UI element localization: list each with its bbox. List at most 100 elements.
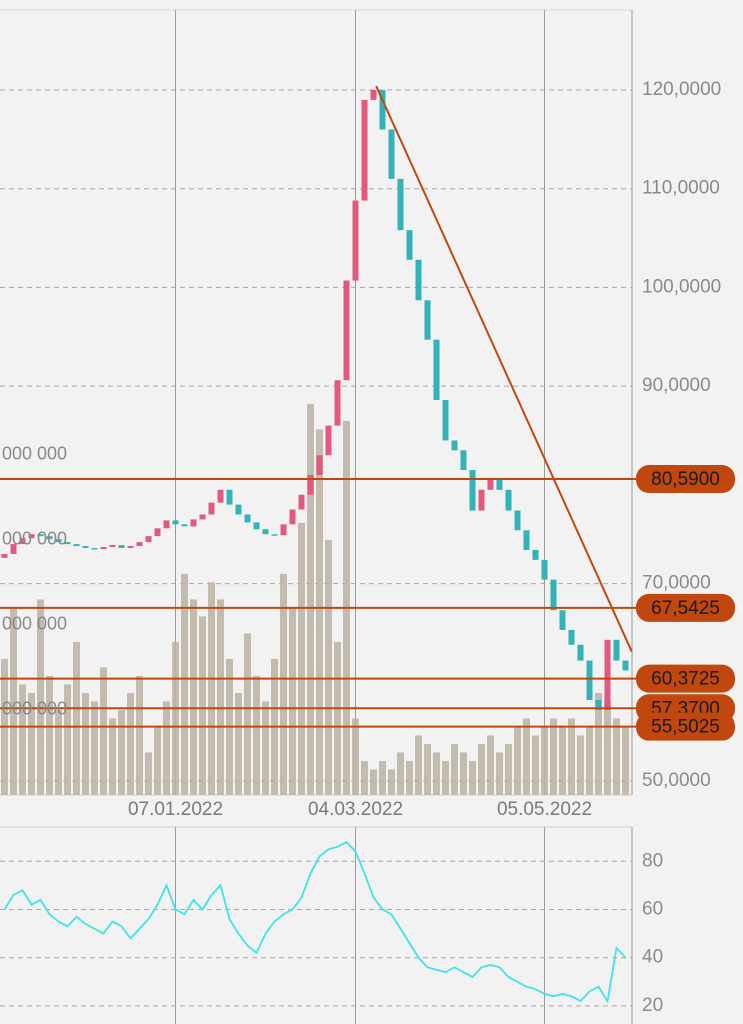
volume-bar — [172, 641, 179, 795]
candle-body — [136, 542, 143, 547]
candle-body — [217, 489, 224, 503]
volume-bar — [460, 752, 467, 795]
candle-body — [226, 489, 233, 505]
candle-body — [433, 339, 440, 400]
volume-bar — [91, 701, 98, 795]
candle-body — [586, 660, 593, 701]
candle-body — [514, 510, 521, 531]
candle-body — [532, 550, 539, 560]
volume-bar — [37, 599, 44, 795]
volume-bar — [118, 709, 125, 795]
candle-body — [235, 504, 242, 515]
volume-bar — [559, 726, 566, 795]
volume-bar — [190, 599, 197, 795]
candle-body — [289, 509, 296, 525]
candle-body — [181, 524, 188, 527]
volume-bar — [73, 641, 80, 795]
candle-body — [415, 259, 422, 301]
level-label: 55,5025 — [651, 717, 720, 738]
candle-body — [550, 579, 557, 611]
rsi-line — [3, 840, 627, 1004]
rsi — [3, 840, 627, 1004]
candle-body — [361, 99, 368, 201]
candle-body — [496, 479, 503, 490]
candle-body — [127, 546, 134, 549]
x-tick-label: 05.05.2022 — [497, 799, 592, 820]
volume-bar — [307, 403, 314, 795]
candle-body — [442, 399, 449, 441]
level-label: 60,3725 — [651, 669, 720, 690]
volume-bar — [433, 752, 440, 795]
level-label: 67,5425 — [651, 598, 720, 619]
labels: 120,0000 110,0000 100,0000 90,0000 70,0000 50… — [2, 79, 721, 1016]
candle-body — [244, 514, 251, 523]
volume-bar — [10, 607, 17, 795]
volume-bar — [217, 599, 224, 795]
candle-body — [172, 520, 179, 525]
candle-body — [487, 479, 494, 490]
y-tick-label: 60 — [642, 898, 663, 919]
y-tick-label: 90,0000 — [642, 375, 711, 396]
volume-bar — [595, 692, 602, 795]
volume-bar — [82, 692, 89, 795]
volume-bar — [406, 760, 413, 795]
candle-body — [505, 489, 512, 511]
volume-bar — [325, 539, 332, 795]
volume-bar — [253, 675, 260, 795]
volume-bar — [361, 760, 368, 795]
volume-bar — [163, 701, 170, 795]
candle-body — [82, 546, 89, 549]
candle-body — [262, 529, 269, 535]
candle-body — [91, 548, 98, 550]
candle-body — [595, 700, 602, 710]
candle-body — [46, 536, 53, 540]
candle-body — [325, 425, 332, 456]
y-tick-label: 70,0000 — [642, 573, 711, 594]
candle-body — [298, 494, 305, 510]
volume-bar — [154, 726, 161, 795]
candle-body — [406, 230, 413, 260]
volume-bar — [622, 726, 629, 795]
candle-body — [559, 610, 566, 630]
volume-bar — [550, 718, 557, 795]
x-tick-label: 07.01.2022 — [128, 799, 223, 820]
y-tick-label: 110,0000 — [642, 178, 720, 199]
volume-bar — [370, 769, 377, 795]
candle-body — [397, 178, 404, 231]
volume-bar — [388, 769, 395, 795]
volume-bar — [199, 616, 206, 795]
candle-body — [145, 536, 152, 543]
volume-bar — [469, 760, 476, 795]
candle-body — [208, 502, 215, 515]
candle-body — [541, 559, 548, 580]
candle-body — [307, 474, 314, 495]
candle-body — [604, 639, 611, 710]
candle-body — [163, 520, 170, 529]
volume-bar — [505, 743, 512, 795]
volume-bar — [613, 718, 620, 795]
volume-bar — [55, 709, 62, 795]
candle-body — [190, 519, 197, 527]
y-tick-label: 80 — [642, 850, 663, 871]
volume-bar — [352, 718, 359, 795]
volume-tick-label: 000 000 — [2, 444, 67, 464]
candle-body — [622, 660, 629, 671]
level-pill — [636, 593, 735, 622]
volume-bar — [514, 726, 521, 795]
volume-bar — [442, 760, 449, 795]
volume-bar — [577, 735, 584, 795]
volume-bar — [496, 752, 503, 795]
candle-body — [280, 524, 287, 536]
candle-body — [28, 534, 35, 539]
volume-bar — [136, 675, 143, 795]
volume-bar — [424, 743, 431, 795]
volume-bar — [244, 633, 251, 795]
candle-body — [523, 530, 530, 551]
volume-bar — [451, 743, 458, 795]
volume-bar — [64, 684, 71, 795]
candle-body — [424, 300, 431, 340]
volume-bar — [604, 701, 611, 795]
volume-bar — [568, 718, 575, 795]
candle-body — [469, 470, 476, 511]
